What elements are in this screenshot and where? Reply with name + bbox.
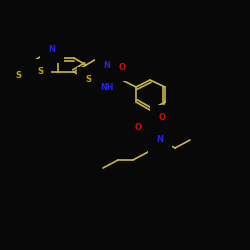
Text: O: O bbox=[158, 114, 166, 122]
Text: O: O bbox=[134, 124, 141, 132]
Text: N: N bbox=[48, 46, 56, 54]
Text: S: S bbox=[15, 70, 21, 80]
Text: O: O bbox=[118, 64, 126, 72]
Text: S: S bbox=[85, 76, 91, 84]
Text: N: N bbox=[104, 60, 110, 70]
Text: N: N bbox=[156, 136, 164, 144]
Text: NH: NH bbox=[100, 82, 114, 92]
Text: S: S bbox=[149, 120, 155, 130]
Text: S: S bbox=[37, 68, 43, 76]
